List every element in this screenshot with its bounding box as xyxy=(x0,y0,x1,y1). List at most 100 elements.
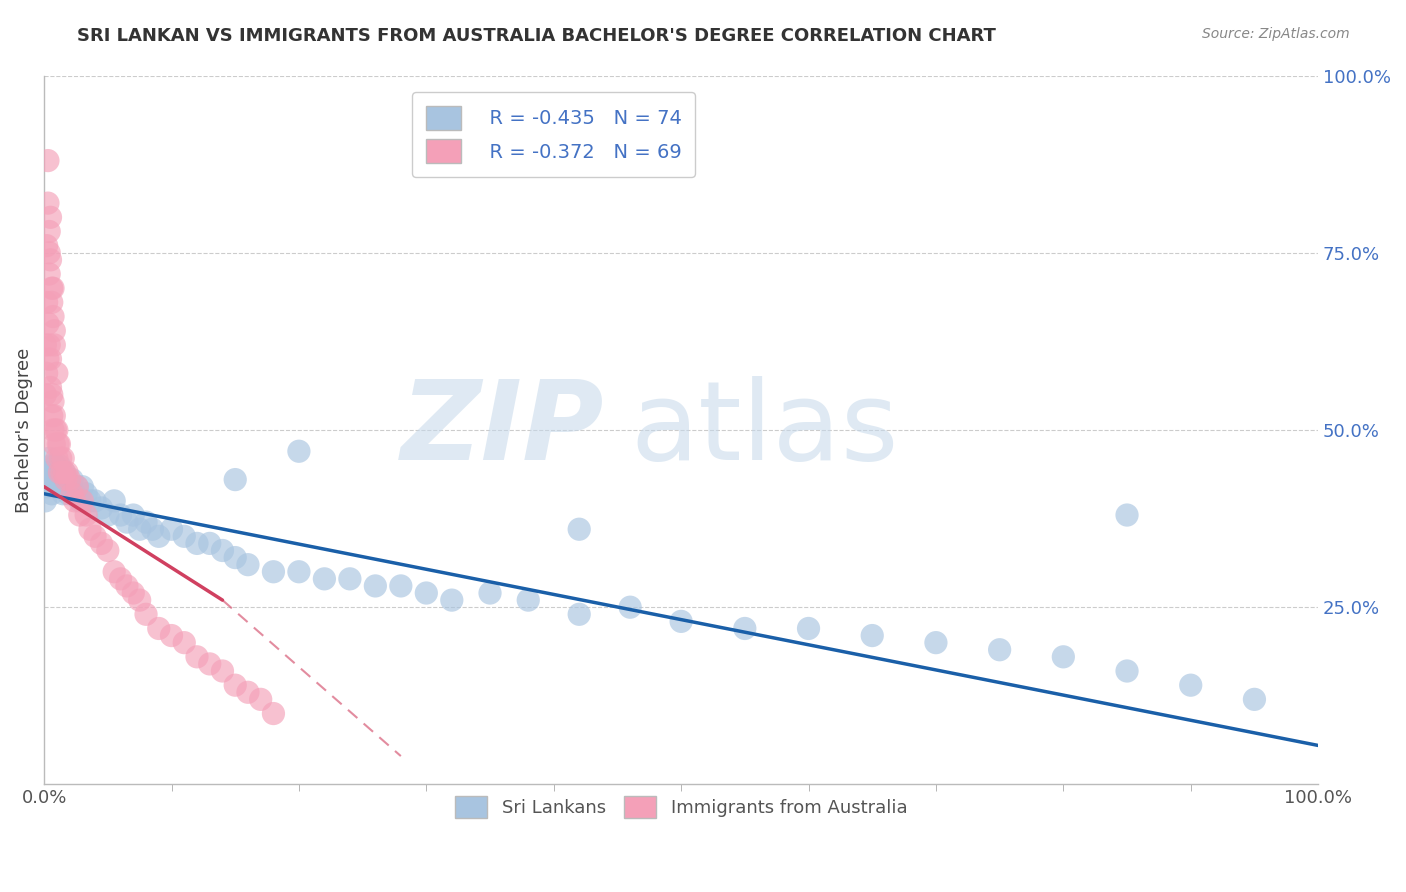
Point xyxy=(38,267,60,281)
Point xyxy=(42,281,65,295)
Point xyxy=(568,522,591,536)
Point xyxy=(44,437,66,451)
Point xyxy=(84,529,107,543)
Point xyxy=(56,466,79,480)
Point xyxy=(288,565,311,579)
Point xyxy=(75,508,97,522)
Point xyxy=(38,245,60,260)
Point xyxy=(186,649,208,664)
Point xyxy=(90,536,112,550)
Point xyxy=(48,473,70,487)
Point xyxy=(115,515,138,529)
Point xyxy=(186,536,208,550)
Point xyxy=(41,281,63,295)
Point xyxy=(58,487,80,501)
Point xyxy=(66,480,89,494)
Point xyxy=(49,451,72,466)
Point xyxy=(72,480,94,494)
Point xyxy=(42,423,65,437)
Point xyxy=(42,310,65,324)
Point xyxy=(103,565,125,579)
Text: Source: ZipAtlas.com: Source: ZipAtlas.com xyxy=(1202,27,1350,41)
Point xyxy=(198,657,221,671)
Point xyxy=(35,366,58,380)
Point xyxy=(160,522,183,536)
Point xyxy=(75,487,97,501)
Point xyxy=(173,529,195,543)
Point xyxy=(45,366,67,380)
Point xyxy=(84,494,107,508)
Point xyxy=(860,629,883,643)
Point xyxy=(41,295,63,310)
Point xyxy=(249,692,271,706)
Point xyxy=(1052,649,1074,664)
Point xyxy=(128,593,150,607)
Point xyxy=(1180,678,1202,692)
Point xyxy=(53,466,76,480)
Point xyxy=(148,529,170,543)
Point xyxy=(45,480,67,494)
Text: atlas: atlas xyxy=(630,376,898,483)
Point xyxy=(1116,508,1139,522)
Point xyxy=(41,458,63,473)
Point xyxy=(35,466,58,480)
Point xyxy=(39,352,62,367)
Point xyxy=(53,466,76,480)
Point xyxy=(34,387,56,401)
Point xyxy=(55,473,77,487)
Point xyxy=(51,466,73,480)
Point xyxy=(797,622,820,636)
Point xyxy=(224,678,246,692)
Point xyxy=(37,352,59,367)
Point xyxy=(198,536,221,550)
Point xyxy=(52,451,75,466)
Point xyxy=(66,480,89,494)
Point xyxy=(236,685,259,699)
Point xyxy=(141,522,163,536)
Point xyxy=(35,295,58,310)
Point xyxy=(79,522,101,536)
Point xyxy=(115,579,138,593)
Point xyxy=(1116,664,1139,678)
Point xyxy=(314,572,336,586)
Point xyxy=(45,423,67,437)
Point xyxy=(517,593,540,607)
Point xyxy=(69,494,91,508)
Point xyxy=(46,437,69,451)
Point xyxy=(37,196,59,211)
Point xyxy=(90,500,112,515)
Point xyxy=(211,664,233,678)
Point xyxy=(56,473,79,487)
Point xyxy=(52,487,75,501)
Point xyxy=(440,593,463,607)
Point xyxy=(48,458,70,473)
Point xyxy=(173,635,195,649)
Point xyxy=(45,451,67,466)
Point xyxy=(49,480,72,494)
Point xyxy=(38,225,60,239)
Point xyxy=(479,586,502,600)
Point xyxy=(211,543,233,558)
Point xyxy=(568,607,591,622)
Point xyxy=(44,324,66,338)
Point xyxy=(619,600,641,615)
Point xyxy=(37,480,59,494)
Point xyxy=(288,444,311,458)
Point xyxy=(224,473,246,487)
Point xyxy=(389,579,412,593)
Point xyxy=(37,153,59,168)
Point xyxy=(135,607,157,622)
Point xyxy=(72,494,94,508)
Point xyxy=(60,473,83,487)
Point xyxy=(58,473,80,487)
Point xyxy=(51,466,73,480)
Point xyxy=(262,565,284,579)
Point xyxy=(39,473,62,487)
Point xyxy=(128,522,150,536)
Point xyxy=(44,338,66,352)
Point xyxy=(1243,692,1265,706)
Point xyxy=(97,508,120,522)
Point xyxy=(41,487,63,501)
Point xyxy=(58,480,80,494)
Point xyxy=(364,579,387,593)
